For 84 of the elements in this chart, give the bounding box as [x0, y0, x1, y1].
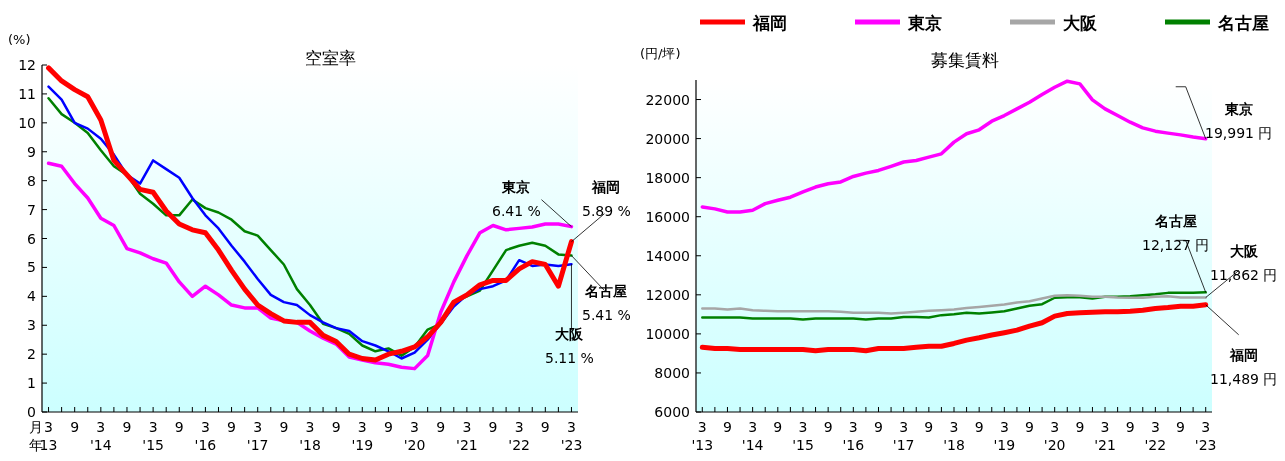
x-tick-label: 3 '23 [1194, 419, 1217, 453]
chart-title: 募集賃料 [931, 50, 999, 70]
y-tick-label: 10000 [645, 325, 690, 342]
x-tick-label: 3 '16 [842, 419, 865, 453]
y-tick-label: 6000 [654, 404, 690, 420]
x-tick-label: 3 '13 [691, 419, 714, 453]
y-tick-label: 12000 [645, 286, 690, 303]
legend-label: 大阪 [1063, 13, 1098, 33]
chart-title: 空室率 [304, 48, 356, 68]
y-tick-label: 4 [27, 288, 37, 305]
y-tick-label: 22000 [645, 91, 690, 108]
x-tick-label: 9 [773, 419, 783, 435]
x-tick-label: 3 '21 [456, 419, 478, 453]
x-tick-label: 3 '23 [560, 419, 583, 453]
x-tick-label: 3 '17 [246, 419, 269, 453]
text: 年 [28, 437, 43, 453]
legend-label: 福岡 [752, 13, 787, 33]
y-tick-label: 6 [27, 230, 37, 247]
y-tick-label: 12 [18, 57, 36, 73]
x-tick-label: 3 '15 [792, 419, 814, 453]
x-tick-label: 3 '14 [89, 419, 112, 453]
x-tick-label: 9 [823, 419, 833, 435]
x-tick-label: 9 [383, 419, 393, 435]
x-tick-label: 3 '20 [1043, 419, 1066, 453]
annotation: 福岡 5.89 % [581, 178, 631, 219]
annotation: 名古屋 5.41 % [581, 282, 631, 323]
line-series [700, 79, 1208, 214]
x-tick-label: 9 [1176, 419, 1185, 435]
x-tick-label: 9 [1125, 419, 1135, 435]
x-tick-label: 3 '22 [508, 419, 531, 453]
line-series [701, 291, 1207, 321]
x-tick-label: 9 [331, 419, 341, 435]
annotation: 大阪 11,862 円 [1209, 242, 1278, 283]
x-tick-label: 9 [1025, 419, 1034, 435]
y-tick-label: 18000 [645, 169, 690, 186]
y-tick-label: 8 [27, 172, 36, 189]
x-tick-label: 3 '22 [1144, 419, 1167, 453]
x-tick-label: 3 '21 [1094, 419, 1116, 453]
x-tick-label: 9 [723, 419, 732, 435]
x-tick-label: 3 '15 [142, 419, 164, 453]
x-tick-label: 9 [974, 419, 984, 435]
x-tick-label: 3 '14 [741, 419, 764, 453]
x-tick-label: 9 [70, 419, 80, 435]
y-tick-label: 16000 [645, 208, 690, 225]
y-tick-label: 20000 [645, 130, 690, 147]
x-tick-label: 9 [924, 419, 934, 435]
y-tick-label: 2 [27, 346, 36, 363]
annotation: 福岡 11,489 円 [1209, 346, 1278, 387]
x-tick-label: 9 [436, 419, 446, 435]
y-tick-label: 3 [27, 317, 36, 334]
x-tick-label: 3 '18 [299, 419, 321, 453]
x-tick-label: 3 '19 [351, 419, 374, 453]
x-tick-label: 9 [1075, 419, 1085, 435]
y-tick-label: 14000 [645, 247, 690, 264]
y-tick-label: 11 [18, 85, 36, 102]
x-tick-label: 9 [227, 419, 237, 435]
y-axis-title: (円/坪) [640, 46, 681, 61]
x-tick-label: 3 '18 [943, 419, 965, 453]
annotation: 東京 6.41 % [491, 178, 541, 219]
x-tick-label: 9 [174, 419, 184, 435]
x-tick-label: 3 '16 [194, 419, 217, 453]
y-tick-label: 7 [27, 201, 36, 218]
x-tick-label: 9 [279, 419, 289, 435]
line-series [701, 293, 1207, 315]
y-tick-label: 5 [27, 259, 36, 276]
x-tick-label: 9 [122, 419, 132, 435]
annotation: 東京 19,991 円 [1204, 100, 1273, 141]
y-tick-label: 8000 [654, 364, 690, 381]
x-tick-label: 3 '17 [892, 419, 915, 453]
y-tick-label: 10 [18, 114, 36, 131]
legend-label: 東京 [907, 13, 942, 33]
y-tick-label: 1 [27, 375, 36, 392]
annotation: 大阪 5.11 % [544, 326, 594, 367]
y-tick-label: 0 [27, 404, 36, 420]
legend-label: 名古屋 [1217, 13, 1269, 33]
x-tick-label: 9 [874, 419, 883, 435]
y-tick-label: 9 [27, 143, 36, 160]
x-tick-label: 3 '20 [403, 419, 426, 453]
x-tick-label: 9 [540, 419, 550, 435]
annotation: 名古屋 12,127 円 [1141, 213, 1210, 254]
x-tick-label: 9 [488, 419, 498, 435]
y-axis-title: (%) [8, 32, 31, 47]
x-tick-label: 3 '19 [993, 419, 1016, 453]
text: 月 [28, 419, 43, 435]
